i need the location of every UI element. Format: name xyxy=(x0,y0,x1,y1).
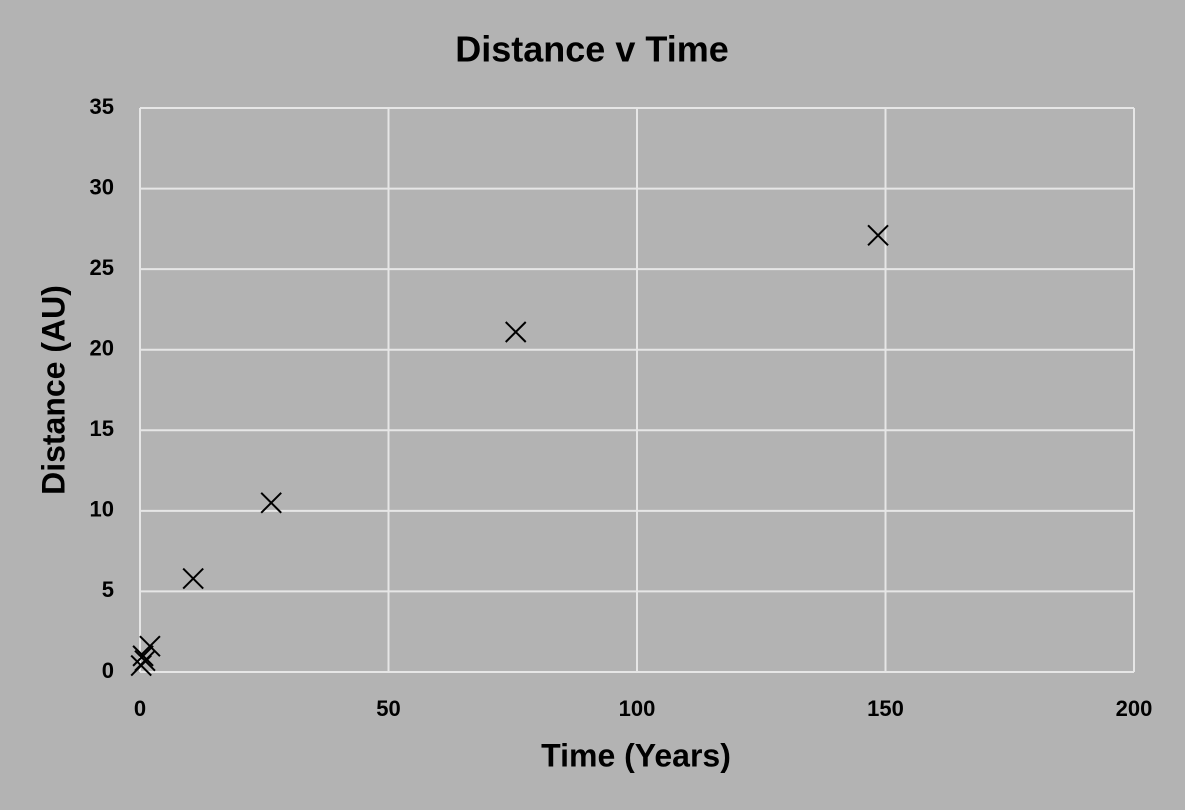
y-tick-label: 10 xyxy=(90,497,114,522)
y-tick-label: 0 xyxy=(102,658,114,683)
x-tick-label: 0 xyxy=(134,696,146,721)
y-tick-label: 5 xyxy=(102,577,114,602)
x-tick-label: 50 xyxy=(376,696,400,721)
marker xyxy=(134,650,156,672)
chart-title: Distance v Time xyxy=(455,29,728,70)
x-tick-label: 100 xyxy=(619,696,656,721)
marker xyxy=(182,567,204,590)
marker xyxy=(139,635,161,657)
y-tick-label: 15 xyxy=(90,416,114,441)
x-axis-title: Time (Years) xyxy=(541,737,731,773)
y-tick-label: 20 xyxy=(90,336,114,361)
y-tick-label: 35 xyxy=(90,94,114,119)
y-axis-title: Distance (AU) xyxy=(35,285,71,495)
marker xyxy=(867,224,889,247)
x-tick-label: 150 xyxy=(867,696,904,721)
y-tick-label: 30 xyxy=(90,174,114,199)
marker xyxy=(260,492,282,514)
marker xyxy=(132,645,154,667)
x-tick-label: 200 xyxy=(1116,696,1153,721)
marker xyxy=(505,321,527,343)
y-tick-label: 25 xyxy=(90,255,114,280)
